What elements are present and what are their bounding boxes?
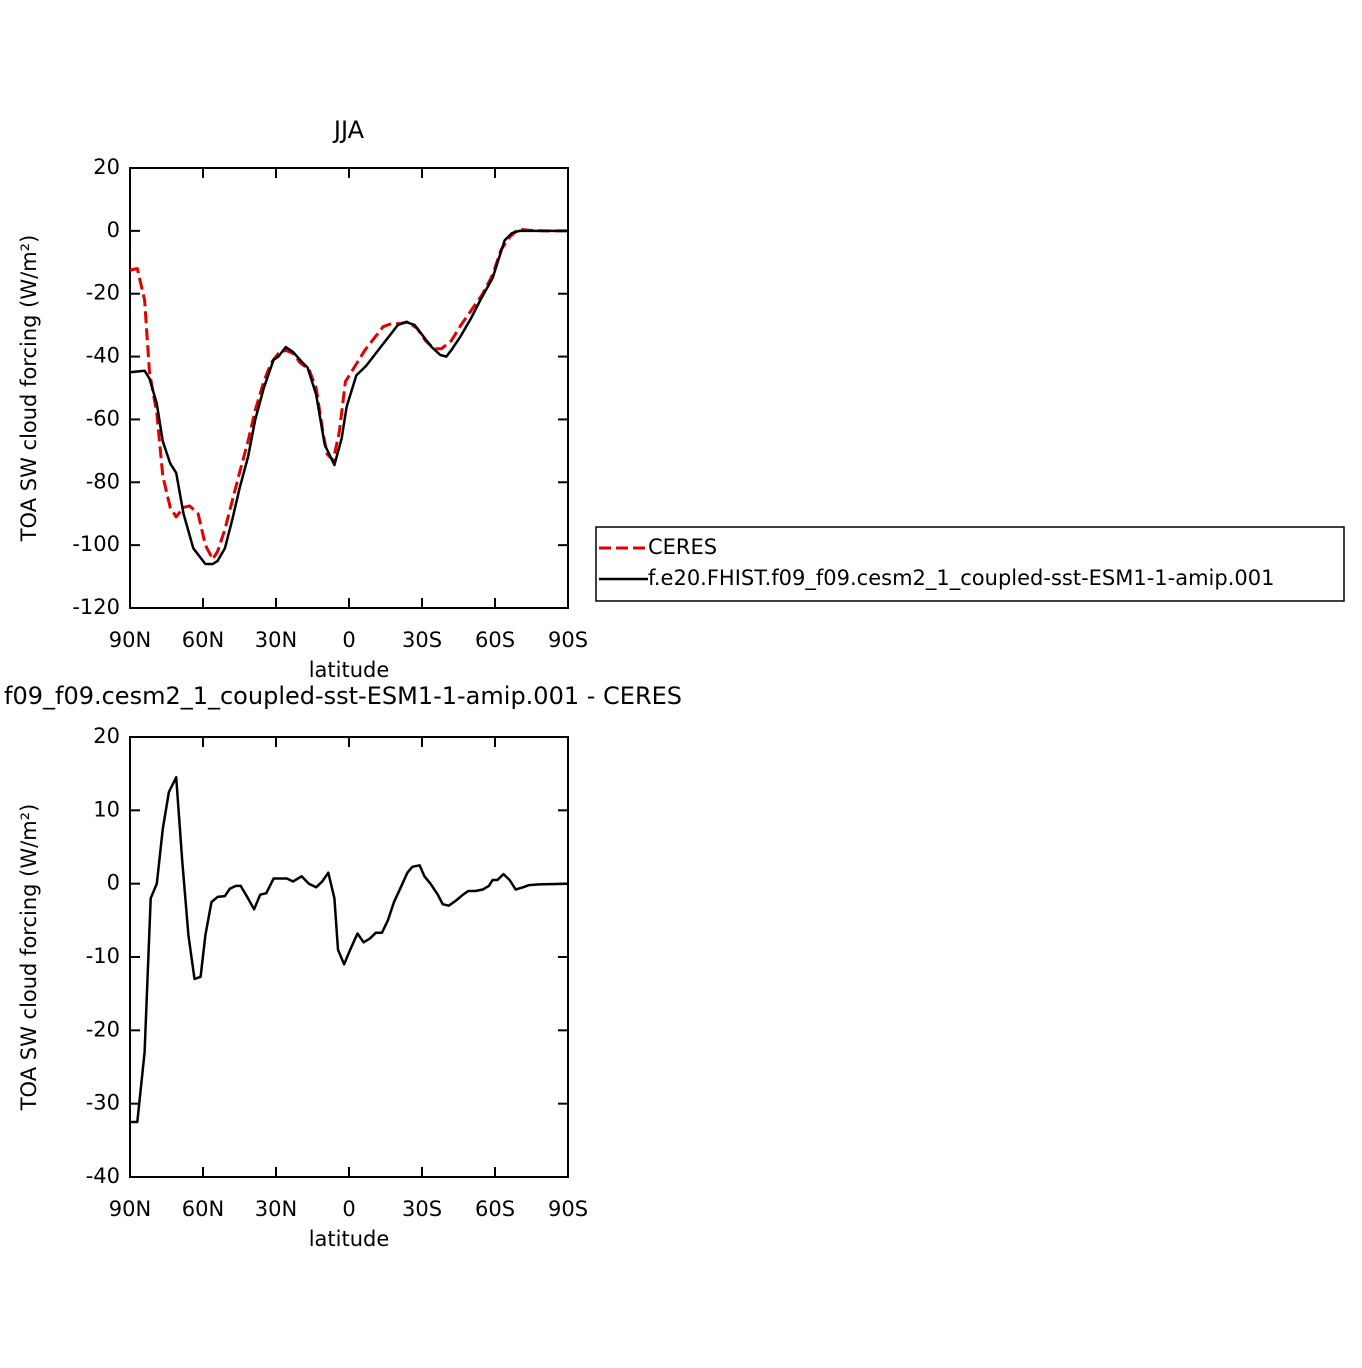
x-tick-label: 0 — [342, 1197, 355, 1221]
x-axis-label: latitude — [309, 658, 390, 682]
x-tick-label: 90S — [548, 628, 588, 652]
y-tick-label: -40 — [86, 344, 120, 368]
y-axis-label: TOA SW cloud forcing (W/m²) — [17, 804, 41, 1112]
x-tick-label: 30N — [255, 628, 297, 652]
y-tick-label: 20 — [93, 155, 120, 179]
y-tick-label: -120 — [72, 595, 120, 619]
x-tick-label: 60N — [182, 1197, 224, 1221]
chart-title: f09_f09.cesm2_1_coupled-sst-ESM1-1-amip.… — [4, 682, 682, 710]
y-tick-label: 10 — [93, 797, 120, 821]
y-tick-label: -10 — [86, 944, 120, 968]
legend-box — [595, 526, 1345, 602]
data-line — [130, 776, 569, 1124]
legend-label: f.e20.FHIST.f09_f09.cesm2_1_coupled-sst-… — [648, 566, 1274, 591]
x-tick-label: 60S — [475, 628, 515, 652]
y-tick-label: -30 — [86, 1091, 120, 1115]
plot-frame — [129, 736, 569, 1178]
y-tick-label: 0 — [107, 871, 120, 895]
x-axis-label: latitude — [309, 1227, 390, 1251]
y-tick-label: -80 — [86, 469, 120, 493]
x-tick-label: 60N — [182, 628, 224, 652]
x-tick-label: 30N — [255, 1197, 297, 1221]
y-tick-label: 20 — [93, 724, 120, 748]
x-tick-label: 30S — [402, 1197, 442, 1221]
data-line — [129, 227, 568, 561]
x-tick-label: 0 — [342, 628, 355, 652]
data-line — [129, 229, 568, 566]
chart-title: JJA — [332, 116, 365, 144]
y-axis-label: TOA SW cloud forcing (W/m²) — [17, 235, 41, 543]
y-tick-label: 0 — [107, 218, 120, 242]
x-tick-label: 90N — [109, 628, 151, 652]
x-tick-label: 60S — [475, 1197, 515, 1221]
x-tick-label: 30S — [402, 628, 442, 652]
y-tick-label: -60 — [86, 406, 120, 430]
y-tick-label: -20 — [86, 281, 120, 305]
y-tick-label: -40 — [86, 1164, 120, 1188]
x-tick-label: 90N — [109, 1197, 151, 1221]
plot-frame — [129, 167, 569, 609]
y-tick-label: -100 — [72, 532, 120, 556]
y-tick-label: -20 — [86, 1017, 120, 1041]
legend-label: CERES — [648, 535, 717, 559]
x-tick-label: 90S — [548, 1197, 588, 1221]
